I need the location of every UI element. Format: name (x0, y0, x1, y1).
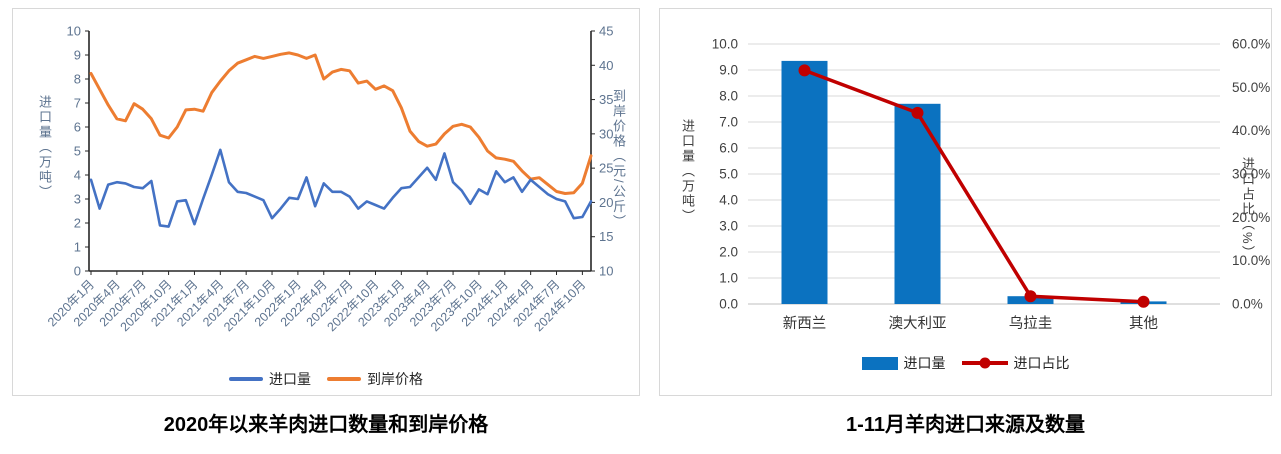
y-left-tick-label: 2 (74, 216, 81, 231)
y-left-tick-label: 0 (74, 264, 81, 279)
import-share-line-swatch (961, 357, 1008, 369)
y-left-tick-label: 5 (74, 144, 81, 159)
left-chart-y-right-axis-title: 到岸价格（元/公斤） (611, 89, 626, 230)
y-right-tick-label: 10.0% (1232, 253, 1270, 268)
import-share-marker-1 (911, 106, 924, 119)
y-left-tick-label: 10 (67, 24, 81, 39)
y-right-tick-label: 50.0% (1232, 80, 1270, 95)
y-left-tick-label: 7 (74, 96, 81, 111)
category-label: 乌拉圭 (1009, 315, 1053, 332)
line-chart-canvas: 01234567891010152025303540452020年1月2020年… (45, 24, 614, 335)
y-right-tick-label: 20 (599, 195, 613, 210)
right-chart-y-right-axis-title: 进口占比（%） (1240, 157, 1255, 261)
y-right-tick-label: 0.0% (1232, 297, 1263, 312)
legend-label-import-volume: 进口量 (269, 371, 311, 387)
right-chart-title: 1-11月羊肉进口来源及数量 (846, 414, 1085, 436)
legend-item-import-volume-bar: 进口量 (861, 353, 946, 373)
category-label: 澳大利亚 (889, 315, 947, 332)
combo-chart-canvas: 0.0 1.0 2.0 3.0 4.0 5.0 6.0 7.0 8.0 9.0 10.0 0.0% 10… (712, 37, 1271, 333)
y-left-tick-label: 3 (74, 192, 81, 207)
y-left-tick-label: 9 (74, 48, 81, 63)
import-volume-bar-0 (781, 60, 828, 305)
y-left-tick-label: 10.0 (712, 37, 738, 52)
y-left-tick-label: 9.0 (719, 63, 738, 78)
legend-label-cif-price: 到岸价格 (367, 371, 423, 387)
y-right-tick-label: 40.0% (1232, 123, 1270, 138)
y-right-tick-label: 35 (599, 92, 613, 107)
legend-item-cif-price: 到岸价格 (327, 369, 423, 389)
left-chart-y-left-axis-title: 进口量（万吨） (37, 95, 52, 200)
y-left-tick-label: 6 (74, 120, 81, 135)
y-left-tick-label: 6.0 (719, 141, 738, 156)
y-left-tick-label: 4.0 (719, 193, 738, 208)
right-chart-y-left-axis-title: 进口量（万吨） (680, 119, 695, 224)
legend-label-import-volume-bar: 进口量 (903, 355, 946, 371)
y-left-tick-label: 5.0 (719, 167, 738, 182)
category-label: 新西兰 (783, 315, 827, 332)
y-left-tick-label: 3.0 (719, 219, 738, 234)
import-volume-bar-swatch (861, 356, 898, 370)
y-left-tick-label: 1.0 (719, 271, 738, 286)
left-chart-title: 2020年以来羊肉进口数量和到岸价格 (163, 414, 489, 436)
y-right-tick-label: 10 (599, 264, 613, 279)
left-chart-legend: 进口量 到岸价格 (13, 369, 639, 389)
import-volume-line-swatch (229, 377, 263, 381)
y-right-tick-label: 45 (599, 24, 613, 39)
y-right-tick-label: 30 (599, 126, 613, 141)
category-label: 其他 (1129, 315, 1158, 332)
legend-label-import-share: 进口占比 (1013, 355, 1070, 371)
cif-price-line (89, 51, 593, 195)
import-share-line (802, 68, 1146, 304)
import-volume-line (89, 148, 593, 228)
right-chart-legend: 进口量 进口占比 (660, 353, 1271, 373)
y-left-tick-label: 8 (74, 72, 81, 87)
y-left-tick-label: 7.0 (719, 115, 738, 130)
y-left-tick-label: 1 (74, 240, 81, 255)
y-right-tick-label: 60.0% (1232, 37, 1270, 52)
y-left-tick-label: 2.0 (719, 245, 738, 260)
lamb-import-price-line-chart-panel: 0 1 2 3 4 5 6 7 8 9 10 10 15 20 25 30 35 40 45 2020年1月 2020年… (12, 8, 640, 396)
import-share-marker-0 (798, 64, 811, 77)
y-left-tick-label: 4 (74, 168, 81, 183)
lamb-import-source-combo-chart-panel: 0.0 1.0 2.0 3.0 4.0 5.0 6.0 7.0 8.0 9.0 10.0 0.0% 10… (659, 8, 1272, 396)
y-right-tick-label: 40 (599, 58, 613, 73)
y-right-tick-label: 30.0% (1232, 167, 1270, 182)
import-share-marker-2 (1024, 290, 1037, 303)
legend-item-import-share: 进口占比 (961, 353, 1070, 373)
y-right-tick-label: 20.0% (1232, 210, 1270, 225)
import-volume-bar-1 (894, 103, 941, 304)
y-right-tick-label: 25 (599, 161, 613, 176)
y-left-tick-label: 8.0 (719, 89, 738, 104)
cif-price-line-swatch (327, 377, 361, 381)
y-right-tick-label: 15 (599, 229, 613, 244)
import-share-marker-dot (979, 357, 990, 369)
legend-item-import-volume: 进口量 (229, 369, 311, 389)
y-left-tick-label: 0.0 (719, 297, 738, 312)
import-share-marker-3 (1137, 295, 1150, 308)
